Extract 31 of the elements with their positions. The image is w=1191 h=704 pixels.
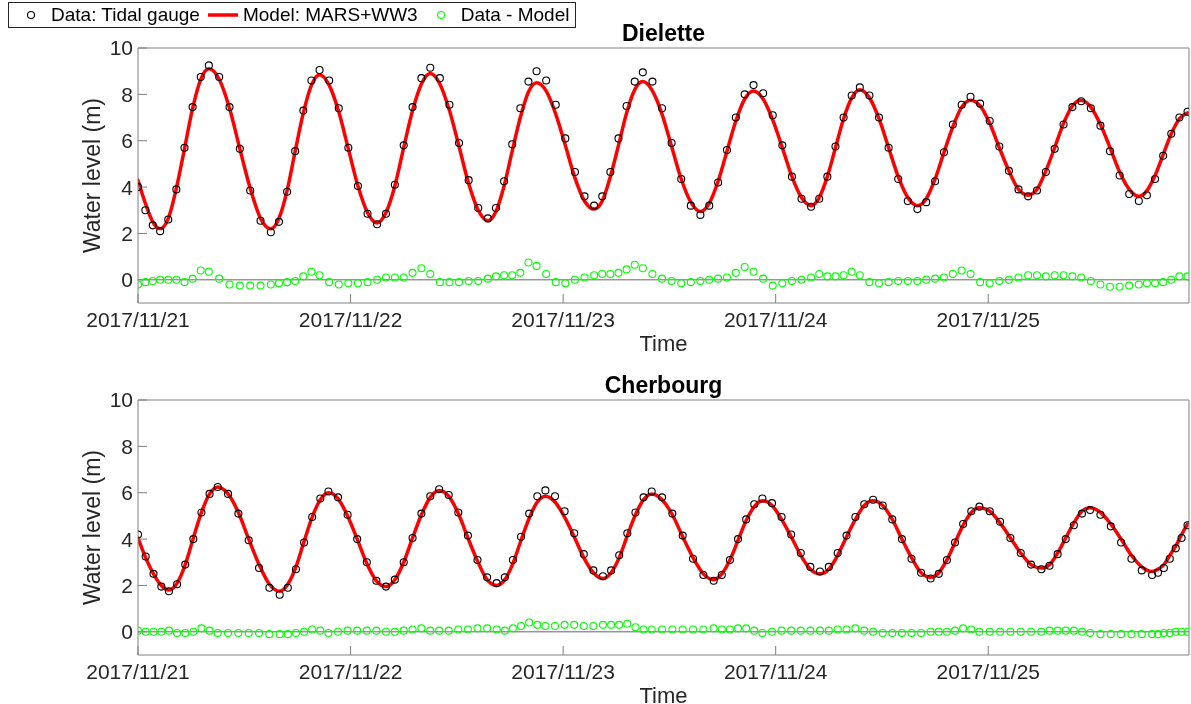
x-tick-label: 2017/11/23 [511, 659, 615, 683]
y-tick-label: 8 [121, 82, 133, 106]
legend-label: Data - Model [460, 3, 570, 27]
y-tick-label: 0 [121, 620, 133, 644]
y-tick-label: 10 [109, 36, 133, 60]
chart-title: Dielette [621, 20, 706, 46]
y-tick-label: 6 [121, 481, 133, 505]
y-tick-label: 0 [121, 268, 133, 292]
y-tick-label: 8 [121, 434, 133, 458]
x-tick-label: 2017/11/25 [936, 307, 1041, 331]
y-axis-title: Water level (m) [79, 97, 105, 254]
x-tick-label: 2017/11/22 [298, 659, 403, 683]
x-tick-label: 2017/11/24 [723, 659, 828, 683]
chart-title: Cherbourg [603, 371, 724, 399]
y-axis-title: Water level (m) [79, 449, 105, 606]
x-tick-label: 2017/11/21 [86, 659, 190, 683]
legend-label: Model: MARS+WW3 [242, 3, 418, 27]
y-tick-label: 10 [109, 388, 133, 412]
x-tick-label: 2017/11/24 [723, 307, 828, 331]
x-tick-label: 2017/11/25 [936, 659, 1041, 683]
x-tick-label: 2017/11/22 [298, 307, 403, 331]
x-axis-title: Time [639, 682, 688, 704]
y-tick-label: 4 [121, 527, 134, 551]
x-tick-label: 2017/11/21 [86, 307, 190, 331]
y-tick-label: 4 [121, 175, 134, 199]
x-tick-label: 2017/11/23 [511, 307, 615, 331]
y-tick-label: 6 [121, 129, 133, 153]
legend-label: Data: Tidal gauge [51, 3, 200, 27]
y-tick-label: 2 [121, 221, 133, 245]
x-axis-title: Time [639, 330, 688, 356]
y-tick-label: 2 [121, 573, 133, 597]
